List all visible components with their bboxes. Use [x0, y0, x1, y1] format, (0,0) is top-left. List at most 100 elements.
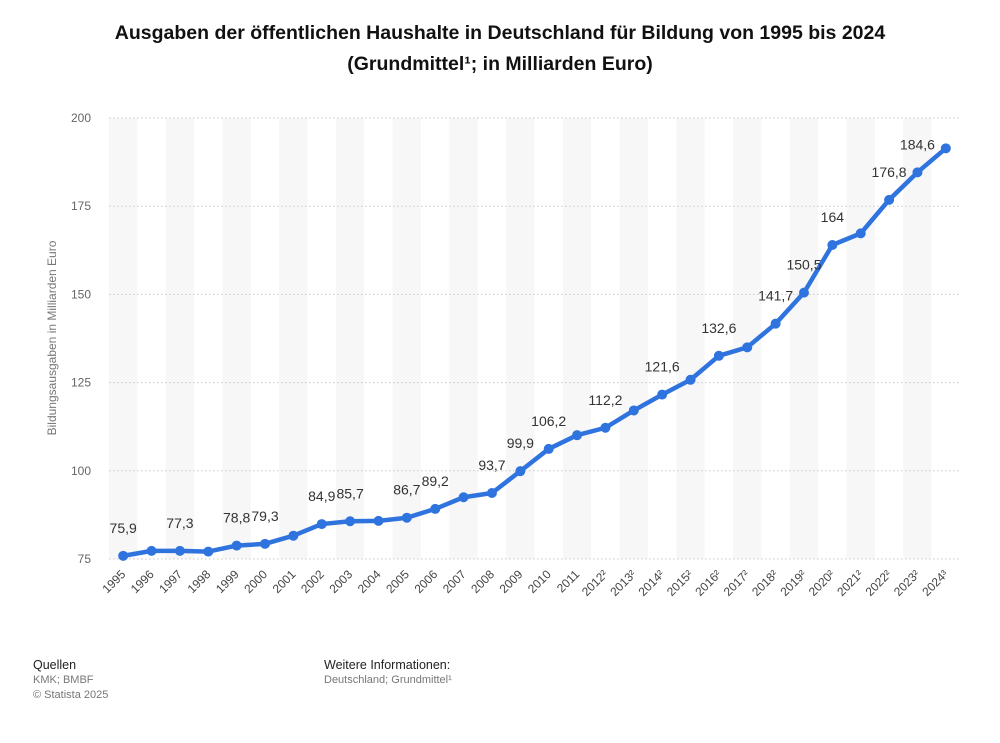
column-band: [335, 118, 365, 559]
data-point: [174, 545, 185, 556]
column-band: [534, 118, 563, 559]
data-point: [231, 540, 242, 551]
y-tick-label: 100: [71, 464, 91, 478]
y-tick-label: 150: [71, 287, 91, 301]
x-tick-label: 2002: [298, 567, 327, 596]
x-axis: 1995 1996 1997 1998 1999 2000 2001 2002 2003 2004…: [100, 567, 951, 599]
x-tick-label: 2005: [383, 567, 412, 596]
x-tick-label: 1995: [100, 567, 129, 596]
data-point: [260, 538, 271, 549]
column-band: [619, 118, 648, 559]
sources-heading: Quellen: [33, 658, 77, 672]
data-point: [884, 194, 895, 205]
data-point: [430, 503, 441, 514]
data-point: [543, 443, 554, 454]
data-point: [345, 516, 356, 527]
data-point: [288, 530, 299, 541]
series-points: [118, 143, 951, 561]
data-label: 184,6: [900, 136, 935, 152]
column-band: [109, 118, 138, 559]
data-label: 77,3: [166, 515, 193, 531]
x-tick-label: 1999: [213, 567, 242, 596]
column-band: [676, 118, 705, 559]
column-band: [591, 118, 620, 559]
sources-block: Quellen KMK; BMBF © Statista 2025: [33, 658, 108, 703]
data-point: [770, 318, 781, 329]
y-tick-label: 200: [71, 111, 91, 125]
x-tick-label: 2015²: [664, 567, 696, 599]
data-point: [515, 466, 526, 477]
line-chart: 75 100 125 150 175 200 Bildungsausgaben in Mi…: [45, 111, 960, 599]
x-tick-label: 2019²: [777, 567, 809, 599]
data-point: [600, 422, 611, 433]
x-tick-label: 2007: [440, 567, 469, 596]
chart-subtitle: (Grundmittel¹; in Milliarden Euro): [347, 53, 653, 75]
x-tick-label: 2018²: [749, 567, 781, 599]
data-point: [912, 167, 923, 178]
data-label: 84,9: [308, 488, 335, 504]
chart-title: Ausgaben der öffentlichen Haushalte in D…: [114, 22, 886, 44]
x-tick-label: 1997: [156, 567, 185, 596]
x-tick-label: 1998: [185, 567, 214, 596]
column-band: [165, 118, 195, 559]
x-tick-label: 2001: [270, 567, 299, 596]
data-point: [203, 546, 214, 557]
data-point: [316, 519, 327, 530]
column-bands: [109, 118, 960, 559]
column-band: [222, 118, 251, 559]
data-label: 78,8: [223, 510, 250, 526]
data-point: [940, 143, 951, 154]
data-labels: 75,9 77,3 78,8 79,3 84,9 85,7 86,789,2 93,799,9…: [110, 136, 936, 535]
x-tick-label: 2024³: [919, 567, 951, 599]
data-label: 99,9: [507, 435, 534, 451]
data-label: 132,6: [701, 320, 736, 336]
data-label: 75,9: [110, 520, 137, 536]
data-label: 150,5: [786, 257, 821, 273]
x-tick-label: 2008: [468, 567, 497, 596]
x-tick-label: 2010: [525, 567, 554, 596]
column-band: [449, 118, 478, 559]
column-band: [704, 118, 734, 559]
column-band: [307, 118, 336, 559]
column-band: [818, 118, 847, 559]
data-point: [572, 430, 583, 441]
data-point: [742, 342, 753, 353]
x-tick-label: 2021²: [834, 567, 866, 599]
x-tick-label: 1996: [128, 567, 157, 596]
data-label: 79,3: [251, 508, 278, 524]
x-tick-label: 2012²: [579, 567, 611, 599]
data-label: 85,7: [336, 485, 363, 501]
column-band: [364, 118, 393, 559]
data-label: 106,2: [531, 413, 566, 429]
data-point: [827, 240, 838, 251]
data-point: [401, 512, 412, 523]
data-label: 176,8: [872, 164, 907, 180]
y-axis: 75 100 125 150 175 200: [71, 111, 91, 566]
column-band: [562, 118, 592, 559]
data-point: [373, 515, 384, 526]
copyright-text: © Statista 2025: [33, 689, 109, 701]
x-tick-label: 2011: [554, 567, 582, 595]
data-label: 121,6: [645, 359, 680, 375]
column-band: [647, 118, 677, 559]
data-point: [713, 350, 724, 361]
x-tick-label: 2006: [412, 567, 441, 596]
data-point: [685, 374, 696, 385]
chart-title-block: Ausgaben der öffentlichen Haushalte in D…: [0, 18, 1000, 80]
column-band: [874, 118, 904, 559]
column-band: [137, 118, 166, 559]
data-label: 141,7: [758, 288, 793, 304]
data-label: 93,7: [478, 457, 505, 473]
column-band: [903, 118, 932, 559]
data-point: [798, 287, 809, 298]
column-band: [194, 118, 223, 559]
data-label: 89,2: [422, 473, 449, 489]
info-heading: Weitere Informationen:: [324, 658, 451, 672]
column-band: [250, 118, 280, 559]
y-axis-label: Bildungsausgaben in Milliarden Euro: [45, 240, 59, 435]
y-tick-label: 125: [71, 376, 91, 390]
column-band: [279, 118, 308, 559]
y-tick-label: 75: [78, 552, 92, 566]
column-band: [931, 118, 960, 559]
data-point: [657, 389, 668, 400]
